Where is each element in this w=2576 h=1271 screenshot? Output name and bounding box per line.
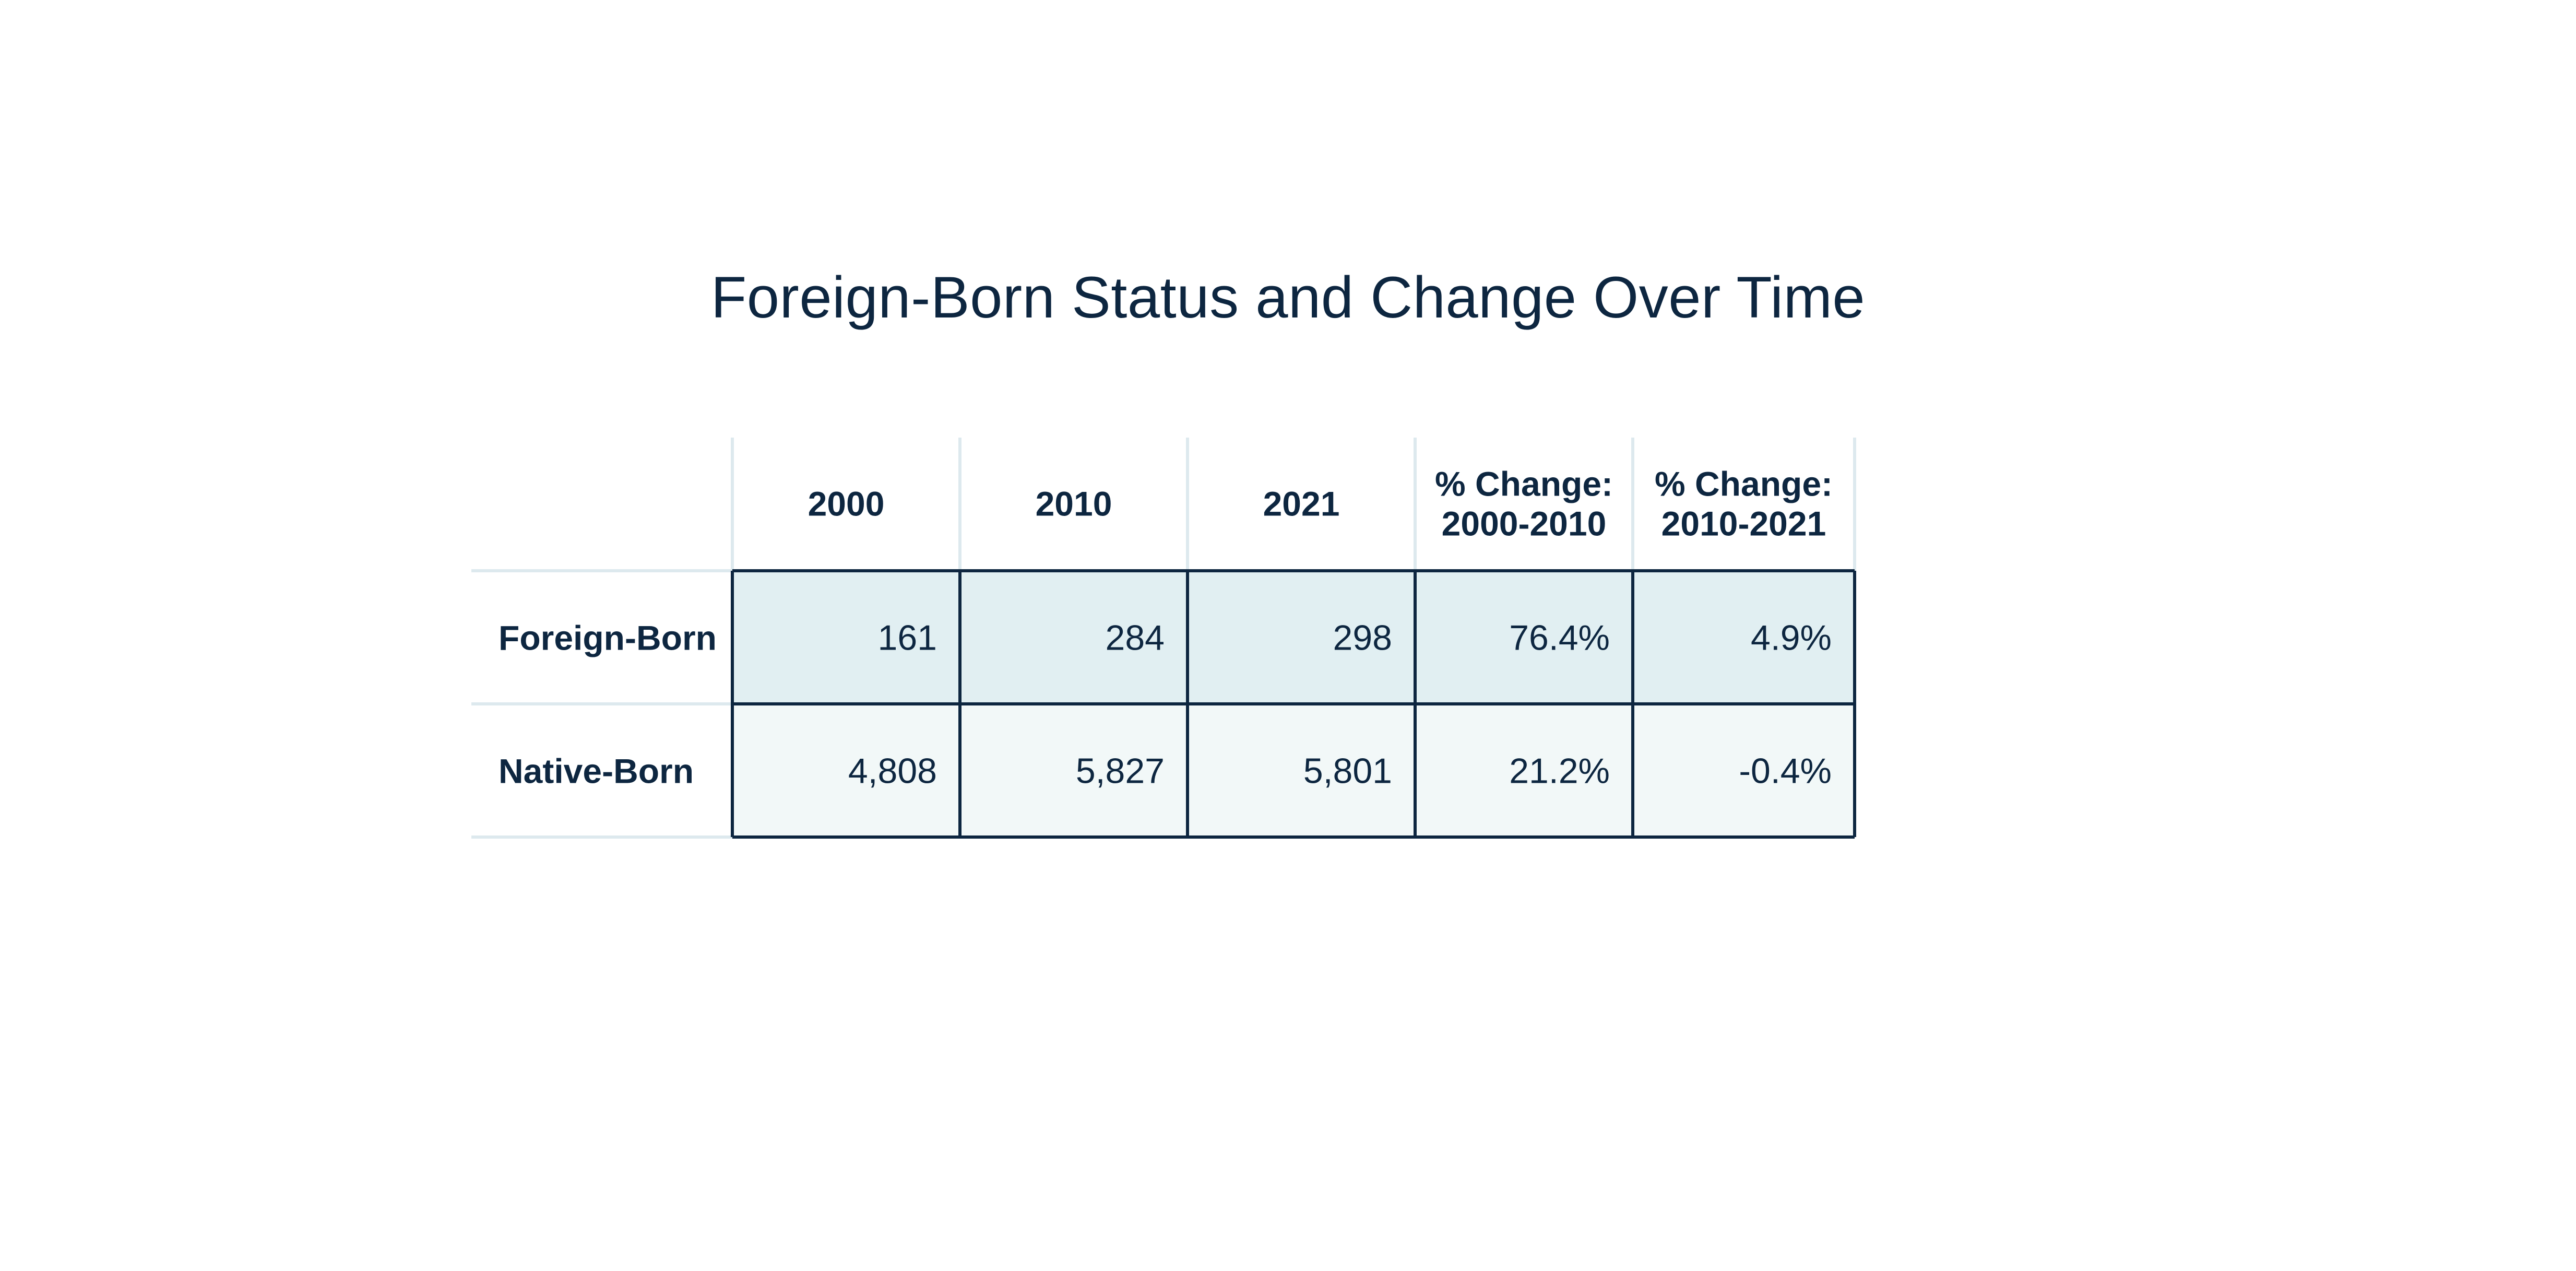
row-label: Native-Born xyxy=(498,752,694,791)
table-cell: 4,808 xyxy=(848,751,937,791)
column-header: 2010 xyxy=(1036,485,1112,523)
column-header: % Change: xyxy=(1435,465,1613,503)
table-cell: 5,801 xyxy=(1303,751,1392,791)
table-svg: 2000 2010 2021% Change:2000-2010% Change:2… xyxy=(471,438,1856,839)
column-header: 2021 xyxy=(1263,485,1340,523)
table-cell: -0.4% xyxy=(1739,751,1832,791)
table-cell: 161 xyxy=(878,618,937,658)
column-header: 2010-2021 xyxy=(1661,504,1826,543)
column-header: 2000-2010 xyxy=(1442,504,1607,543)
table-cell: 76.4% xyxy=(1509,618,1610,658)
row-fill xyxy=(732,704,1855,837)
data-table: 2000 2010 2021% Change: 2000-2010% Change: 2… xyxy=(471,438,1860,845)
column-header: 2000 xyxy=(808,485,885,523)
table-cell: 298 xyxy=(1333,618,1392,658)
table-cell: 4.9% xyxy=(1751,618,1832,658)
table-title: Foreign-Born Status and Change Over Time xyxy=(710,265,1866,330)
column-header: % Change: xyxy=(1655,465,1833,503)
row-label: Foreign-Born xyxy=(498,619,717,657)
table-cell: 21.2% xyxy=(1509,751,1610,791)
table-cell: 284 xyxy=(1106,618,1165,658)
table-cell: 5,827 xyxy=(1076,751,1165,791)
row-fill xyxy=(732,571,1855,704)
